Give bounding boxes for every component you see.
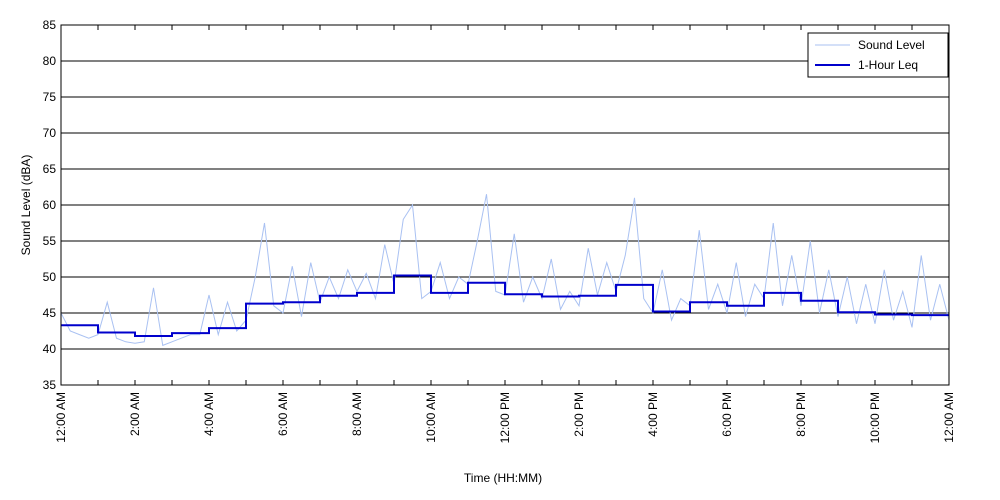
x-tick-label: 10:00 PM bbox=[868, 392, 882, 443]
x-tick-label: 10:00 AM bbox=[424, 392, 438, 443]
y-tick-label: 45 bbox=[43, 306, 57, 320]
x-tick-label: 12:00 AM bbox=[942, 392, 956, 443]
x-tick-label: 2:00 PM bbox=[572, 392, 586, 437]
y-axis-label: Sound Level (dBA) bbox=[19, 155, 33, 256]
y-tick-label: 35 bbox=[43, 378, 57, 392]
y-tick-label: 60 bbox=[43, 198, 57, 212]
x-tick-label: 8:00 PM bbox=[794, 392, 808, 437]
legend-label: 1-Hour Leq bbox=[858, 58, 918, 72]
y-tick-label: 80 bbox=[43, 54, 57, 68]
x-axis-label: Time (HH:MM) bbox=[464, 471, 542, 485]
x-tick-label: 4:00 AM bbox=[202, 392, 216, 436]
x-tick-label: 12:00 AM bbox=[54, 392, 68, 443]
y-tick-label: 50 bbox=[43, 270, 57, 284]
plot-border bbox=[60, 24, 950, 386]
x-tick-label: 6:00 PM bbox=[720, 392, 734, 437]
y-tick-label: 65 bbox=[43, 162, 57, 176]
x-tick-label: 12:00 PM bbox=[498, 392, 512, 443]
x-tick-label: 4:00 PM bbox=[646, 392, 660, 437]
x-tick-label: 2:00 AM bbox=[128, 392, 142, 436]
data-line bbox=[61, 274, 949, 338]
y-tick-label: 70 bbox=[43, 126, 57, 140]
legend-box bbox=[807, 32, 949, 78]
y-tick-label: 85 bbox=[43, 18, 57, 32]
legend-label: Sound Level bbox=[858, 38, 925, 52]
y-tick-label: 40 bbox=[43, 342, 57, 356]
x-tick-label: 6:00 AM bbox=[276, 392, 290, 436]
x-tick-label: 8:00 AM bbox=[350, 392, 364, 436]
y-tick-label: 55 bbox=[43, 234, 57, 248]
y-tick-label: 75 bbox=[43, 90, 57, 104]
